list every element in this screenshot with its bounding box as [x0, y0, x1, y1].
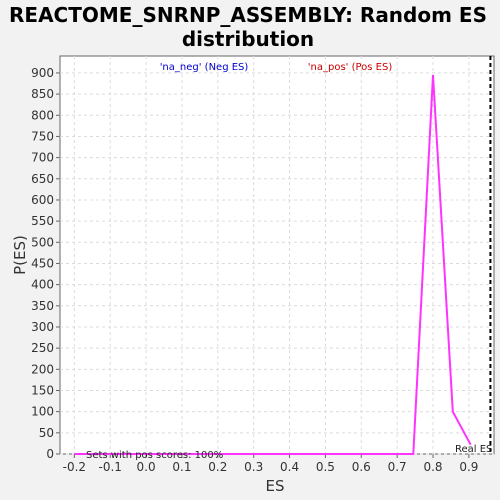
series-group	[74, 75, 472, 455]
y-tick-label: 750	[31, 129, 54, 143]
x-tick-label: 0.1	[172, 460, 191, 474]
y-tick-label: 0	[46, 447, 54, 461]
axis-ticks: 0 50 100 150 200 250 300 350 400 450 500 550 600 650 7…	[31, 66, 478, 474]
x-tick-label: 0.0	[137, 460, 156, 474]
x-tick-label: 0.4	[280, 460, 299, 474]
real-es-group: Real ES	[455, 56, 492, 455]
x-tick-label: -0.1	[99, 460, 122, 474]
y-tick-label: 800	[31, 108, 54, 122]
chart-title-line-2: distribution	[182, 27, 314, 51]
x-axis-label: ES	[266, 477, 285, 495]
y-tick-label: 250	[31, 341, 54, 355]
y-tick-label: 300	[31, 320, 54, 334]
x-tick-label: 0.9	[459, 460, 478, 474]
chart-title-line-1: REACTOME_SNRNP_ASSEMBLY: Random ES	[9, 3, 487, 27]
y-tick-label: 50	[39, 426, 54, 440]
y-tick-label: 150	[31, 383, 54, 397]
y-tick-label: 350	[31, 299, 54, 313]
y-tick-label: 500	[31, 235, 54, 249]
legend-neg: 'na_neg' (Neg ES)	[160, 62, 249, 73]
y-tick-label: 550	[31, 214, 54, 228]
y-tick-label: 850	[31, 87, 54, 101]
y-tick-label: 900	[31, 66, 54, 80]
x-tick-label: 0.5	[316, 460, 335, 474]
y-tick-label: 100	[31, 405, 54, 419]
x-tick-label: -0.2	[63, 460, 86, 474]
x-tick-label: 0.2	[208, 460, 227, 474]
y-axis-label: P(ES)	[11, 235, 29, 275]
y-tick-label: 600	[31, 193, 54, 207]
x-tick-label: 0.3	[244, 460, 263, 474]
grid	[60, 56, 494, 455]
x-tick-label: 0.6	[352, 460, 371, 474]
x-tick-label: 0.7	[388, 460, 407, 474]
x-tick-label: 0.8	[423, 460, 442, 474]
y-tick-label: 700	[31, 151, 54, 165]
series-line	[74, 75, 472, 455]
y-tick-label: 450	[31, 256, 54, 270]
y-tick-label: 650	[31, 172, 54, 186]
y-tick-label: 400	[31, 278, 54, 292]
real-es-label: Real ES	[455, 444, 492, 455]
annotation-pos-scores: Sets with pos scores: 100%	[86, 450, 223, 461]
legend-pos: 'na_pos' (Pos ES)	[308, 62, 393, 73]
plot-area	[59, 55, 495, 455]
y-tick-label: 200	[31, 362, 54, 376]
